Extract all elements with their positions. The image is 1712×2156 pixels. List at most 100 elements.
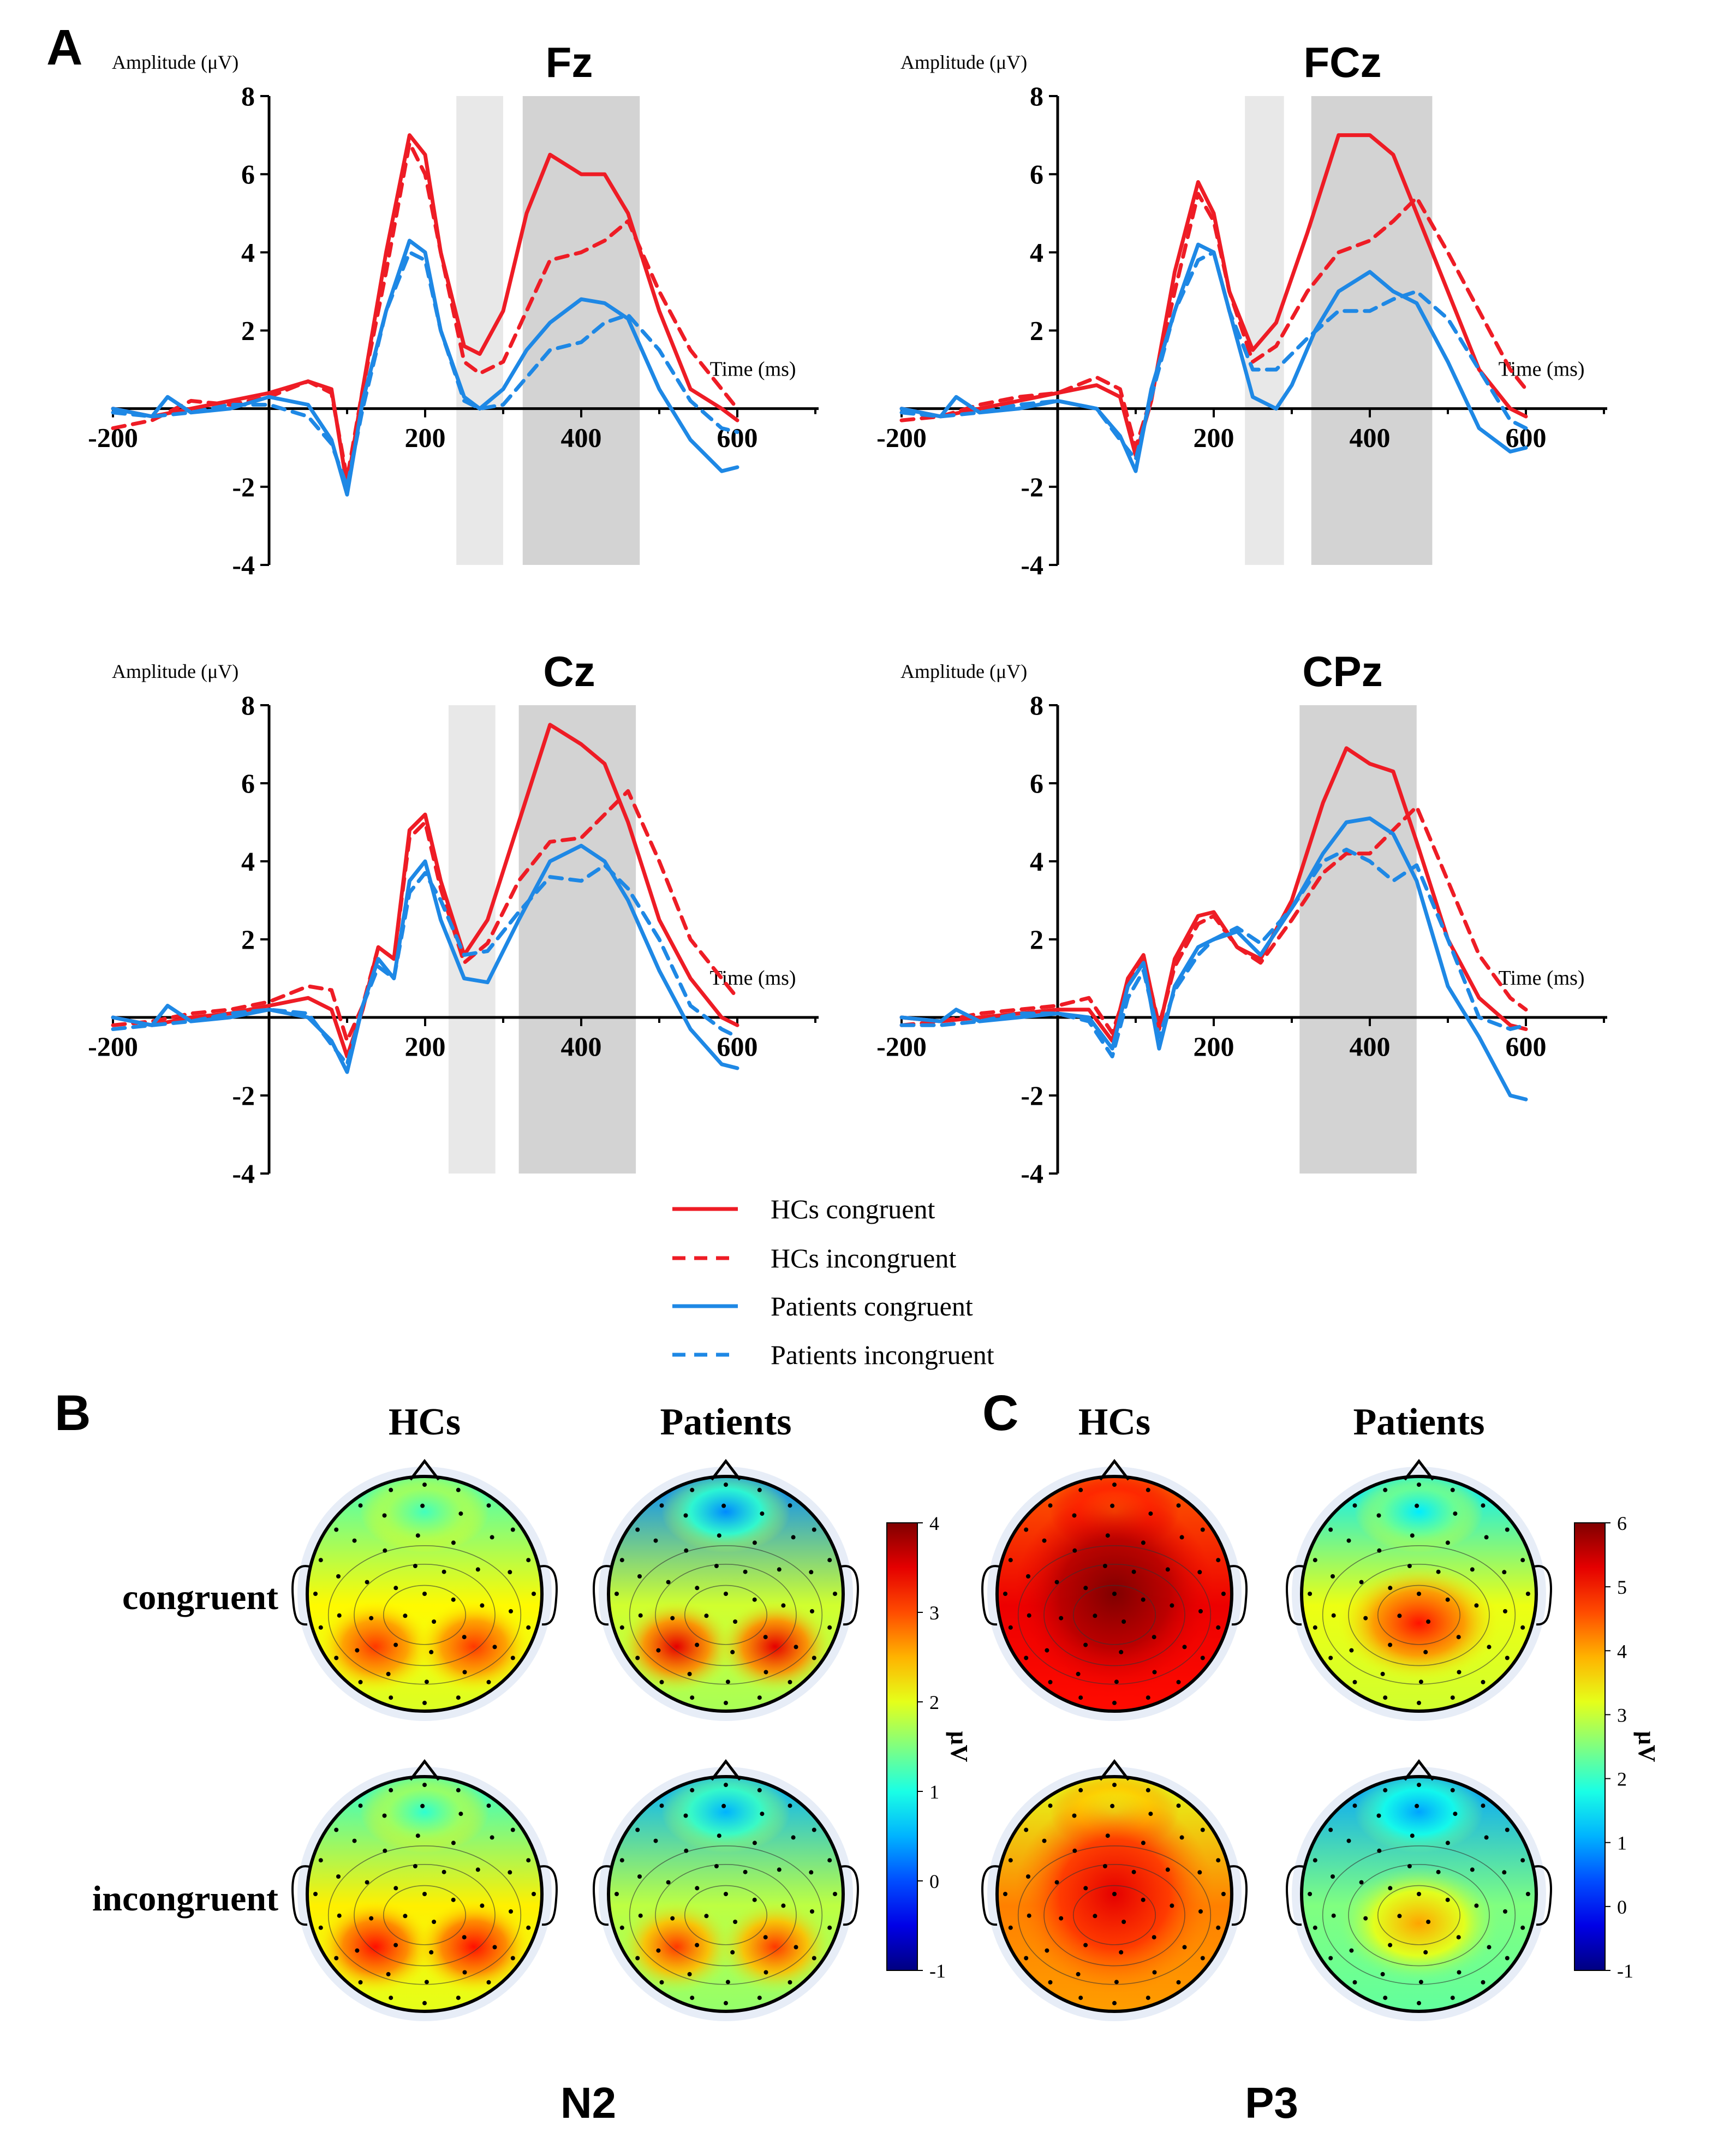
electrode-dot [526, 1858, 531, 1863]
electrode-dot [1198, 1609, 1203, 1613]
electrode-dot [1112, 1482, 1117, 1487]
electrode-dot [757, 1695, 762, 1700]
x-tick-label: 200 [405, 1031, 446, 1062]
contour-line [354, 1864, 496, 1967]
contour-line [327, 1845, 522, 1985]
y-tick-label: 4 [241, 846, 255, 877]
electrode-dot [1148, 1511, 1153, 1516]
electrode-dot [635, 1827, 640, 1832]
electrode-dot [1197, 1870, 1202, 1875]
y-tick-label: -2 [1021, 472, 1043, 502]
electrode-dot [1352, 1503, 1357, 1508]
colorbar-tick-label: 0 [1617, 1896, 1627, 1918]
electrode-dot [393, 1886, 398, 1891]
electrode-dot [827, 1625, 832, 1630]
electrode-dot [733, 1920, 738, 1924]
topomaps-p3 [981, 1458, 1552, 2021]
electrode-dot [788, 1503, 792, 1508]
series-line-patients-congruent [111, 843, 739, 1074]
electrode-dot [1141, 1540, 1146, 1545]
left-ear [593, 1565, 611, 1626]
electrode-dot [1165, 1567, 1170, 1572]
contour-line [684, 1585, 768, 1645]
electrode-dot [1474, 1903, 1479, 1908]
head-outline [607, 1475, 845, 1713]
electrode-dot [1376, 1813, 1381, 1818]
electrode-dot [659, 1980, 664, 1985]
topomap-n2-hcs-incongruent [291, 1759, 558, 2021]
y-tick-label: 4 [1030, 237, 1043, 267]
electrode-dot [486, 1980, 491, 1985]
y-tick-label: 6 [1030, 768, 1043, 799]
electrode-dot [358, 1503, 363, 1508]
electrode-dot [1122, 1619, 1126, 1624]
topomaps-n2 [291, 1458, 859, 2021]
electrode-dot [1313, 1925, 1317, 1930]
electrode-dot [1078, 1695, 1083, 1700]
electrode-dot [1352, 1679, 1357, 1684]
electrode-dot [1141, 1597, 1146, 1602]
electrode-dot [690, 1996, 695, 2000]
left-ear [1286, 1865, 1304, 1926]
electrode-dot [1152, 1635, 1156, 1640]
electrode-dot [637, 1574, 642, 1579]
electrode-dot [1445, 1540, 1450, 1545]
electrode-dot [1114, 1980, 1119, 1985]
contour-line [354, 1564, 496, 1666]
colorbar-tick-label: 2 [929, 1692, 939, 1713]
electrode-dot [1216, 1558, 1221, 1563]
right-posterior-maximum [415, 1899, 533, 1994]
electrode-dot [1059, 1916, 1064, 1921]
electrode-dot [1525, 1892, 1530, 1896]
electrode-dot [812, 1527, 816, 1532]
electrode-dot [690, 1695, 695, 1700]
electrode-dot [659, 1503, 664, 1508]
electrode-dot [619, 1925, 624, 1930]
electrode-dot [1198, 1909, 1203, 1914]
electrode-dot [509, 1609, 513, 1613]
electrode-dot [1457, 1670, 1462, 1675]
y-axis-label: Amplitude (μV) [900, 660, 1027, 682]
electrode-dot [1024, 1527, 1029, 1532]
electrode-dot [1083, 1886, 1088, 1891]
electrode-dot [413, 1864, 417, 1868]
electrode-dot [1383, 1996, 1388, 2000]
right-ear [840, 1565, 859, 1626]
legend-label-patients-congruent: Patients congruent [771, 1291, 973, 1321]
contour-line [629, 1845, 823, 1985]
electrode-dot [1349, 1648, 1354, 1653]
chart-title: CPz [1302, 647, 1382, 695]
y-tick-label: 8 [241, 690, 255, 720]
electrode-dot [724, 1700, 728, 1705]
p3-column-hcs: HCs [1078, 1401, 1150, 1443]
electrode-dot [721, 1803, 726, 1808]
colorbar-tick-label: 6 [1617, 1512, 1627, 1534]
electrode-dot [619, 1558, 624, 1563]
electrode-dot [393, 1943, 398, 1947]
electrode-dot [1450, 1695, 1455, 1700]
electrode-dot [1388, 1642, 1393, 1647]
left-ear [291, 1565, 310, 1626]
electrode-dot [442, 1869, 446, 1874]
electrode-dot [635, 1527, 640, 1532]
chart-title: Cz [543, 647, 595, 695]
series-line-hcs-congruent [899, 746, 1528, 1043]
electrode-dot [1503, 1909, 1507, 1914]
electrode-dot [1331, 1574, 1335, 1579]
electrode-dot [456, 1996, 461, 2000]
electrode-dot [809, 1570, 814, 1575]
electrode-dot [653, 1538, 658, 1543]
electrode-dot [704, 1914, 709, 1919]
x-tick-label: -200 [876, 1031, 927, 1062]
electrode-dot [812, 1655, 816, 1660]
electrode-dot [492, 1945, 497, 1950]
y-tick-label: 4 [1030, 846, 1043, 877]
electrode-dot [1470, 1867, 1475, 1872]
electrode-dot [763, 1635, 768, 1640]
electrode-dot [462, 1970, 467, 1975]
electrode-dot [1072, 1848, 1077, 1853]
analysis-window-0 [456, 96, 503, 565]
right-posterior-maximum [716, 1599, 834, 1694]
electrode-dot [1308, 1592, 1313, 1596]
